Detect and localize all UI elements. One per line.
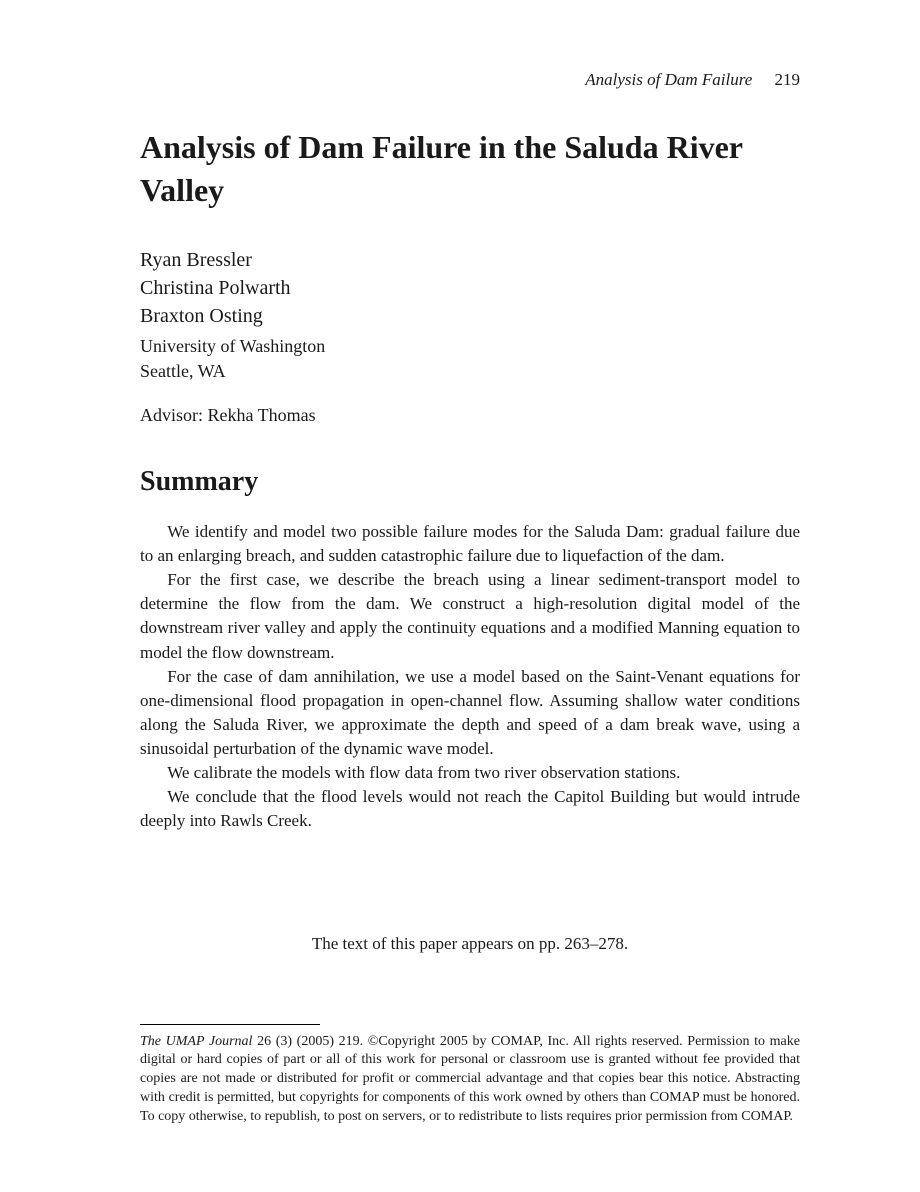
advisor-line: Advisor: Rekha Thomas <box>140 405 800 426</box>
author-name: Braxton Osting <box>140 302 800 330</box>
summary-paragraph: For the case of dam annihilation, we use… <box>140 665 800 762</box>
author-list: Ryan Bressler Christina Polwarth Braxton… <box>140 246 800 330</box>
summary-paragraph: For the first case, we describe the brea… <box>140 568 800 665</box>
running-head-title: Analysis of Dam Failure <box>585 70 752 89</box>
summary-paragraph: We conclude that the flood levels would … <box>140 785 800 833</box>
section-heading-summary: Summary <box>140 466 800 498</box>
summary-paragraph: We calibrate the models with flow data f… <box>140 761 800 785</box>
author-name: Christina Polwarth <box>140 274 800 302</box>
footnote-rule <box>140 1024 320 1025</box>
affiliation-location: Seattle, WA <box>140 359 800 383</box>
footnote-copyright: The UMAP Journal 26 (3) (2005) 219. ©Cop… <box>140 1033 800 1127</box>
page-number: 219 <box>775 70 801 89</box>
journal-name: The UMAP Journal <box>140 1034 252 1049</box>
affiliation: University of Washington Seattle, WA <box>140 334 800 383</box>
paper-title: Analysis of Dam Failure in the Saluda Ri… <box>140 126 800 212</box>
summary-paragraph: We identify and model two possible failu… <box>140 520 800 568</box>
author-name: Ryan Bressler <box>140 246 800 274</box>
summary-body: We identify and model two possible failu… <box>140 520 800 834</box>
affiliation-institution: University of Washington <box>140 334 800 358</box>
running-head: Analysis of Dam Failure 219 <box>140 70 800 90</box>
pointer-text: The text of this paper appears on pp. 26… <box>140 934 800 954</box>
